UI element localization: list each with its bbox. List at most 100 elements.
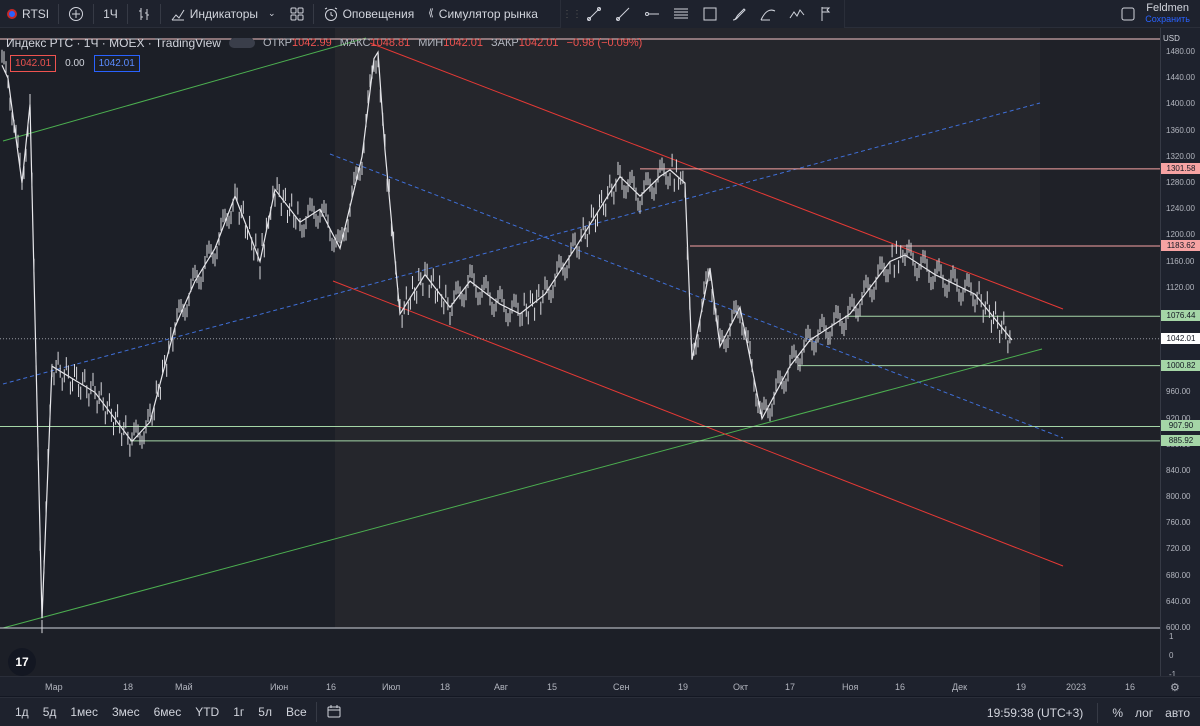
time-tick: 16 (326, 682, 337, 692)
value-box-red: 1042.01 (10, 55, 57, 72)
indicators-label: Индикаторы (189, 6, 259, 21)
horizontal-ray-tool-icon[interactable] (637, 0, 666, 28)
range-button[interactable]: 1д (15, 705, 29, 719)
user-name: Feldmen (1146, 2, 1190, 14)
rectangle-tool-icon[interactable] (695, 0, 724, 28)
layouts-button[interactable] (283, 0, 311, 28)
bottom-right: 19:59:38 (UTC+3) % лог авто (987, 698, 1200, 726)
price-tick: 640.00 (1166, 596, 1191, 606)
symbol-search[interactable]: RTSI (0, 0, 56, 28)
range-buttons: 1д 5д 1мес 3мес 6мес YTD 1г 5л Все (0, 705, 314, 719)
price-tick: 1480.00 (1166, 47, 1195, 57)
range-button[interactable]: YTD (195, 705, 220, 719)
alerts-label: Оповещения (342, 6, 415, 21)
user-area: Feldmen Сохранить (1121, 0, 1200, 28)
range-button[interactable]: 1г (233, 705, 245, 719)
price-tick: 600.00 (1166, 623, 1191, 632)
divider (1097, 702, 1099, 723)
price-level-tag[interactable]: 1076.44 (1161, 310, 1200, 322)
time-tick: 18 (123, 682, 134, 692)
price-level-tag[interactable]: 907.90 (1161, 420, 1200, 432)
bottom-bar: 1д 5д 1мес 3мес 6мес YTD 1г 5л Все 19:59:38 (UTC… (0, 697, 1200, 726)
price-level-tag[interactable]: 1301.58 (1161, 162, 1200, 174)
indicator-pane-tick: -1 (1169, 670, 1177, 679)
range-button[interactable]: 3мес (111, 705, 140, 719)
divider (93, 3, 95, 24)
price-tick: 1160.00 (1166, 256, 1195, 266)
interval-button[interactable]: 1Ч (103, 6, 118, 21)
auto-toggle[interactable]: авто (1165, 705, 1190, 720)
indicators-button[interactable]: Индикаторы ⌄ (163, 0, 283, 28)
legend-toggle-pill[interactable] (228, 38, 255, 48)
user-block[interactable]: Feldmen Сохранить (1145, 3, 1190, 25)
long-position-tool-icon[interactable] (811, 0, 840, 28)
pattern-tool-icon[interactable] (782, 0, 811, 28)
price-level-tag[interactable]: 1042.01 (1161, 332, 1200, 344)
price-tick: 1440.00 (1166, 73, 1195, 83)
log-toggle[interactable]: лог (1134, 705, 1154, 720)
checkbox-icon[interactable] (1121, 7, 1135, 21)
lower-green-line (2, 348, 1043, 629)
price-tick: 720.00 (1166, 544, 1191, 554)
value-box-plain: 0.00 (65, 58, 85, 69)
chart-canvas[interactable] (0, 28, 1160, 676)
chart-title: Индекс РТС · 1Ч · MOEX · TradingView (6, 36, 221, 50)
chart-area[interactable]: Индекс РТС · 1Ч · MOEX · TradingView ОТК… (0, 28, 1160, 676)
price-tick: 800.00 (1166, 492, 1191, 502)
compare-button[interactable] (61, 0, 91, 28)
divider (159, 3, 161, 24)
price-tick: 760.00 (1166, 518, 1191, 528)
drag-handle-icon[interactable]: ⋮⋮ (562, 8, 582, 20)
percent-toggle[interactable]: % (1112, 705, 1123, 720)
replay-label: Симулятор рынка (438, 6, 538, 21)
price-axis[interactable]: USD 1480.00 1440.00 1400.00 1360.00 1320.00 1… (1160, 28, 1200, 679)
price-tick: 680.00 (1166, 570, 1191, 580)
tradingview-logo[interactable]: 17 (8, 648, 36, 676)
range-button[interactable]: 5л (258, 705, 272, 719)
trend-line-tool-icon[interactable] (579, 0, 608, 28)
grid-icon (290, 7, 304, 20)
ohlc-high: МАКС1048.81 (339, 37, 411, 49)
time-tick: 17 (785, 682, 796, 692)
upper-red-line (369, 42, 1064, 310)
calendar-icon[interactable] (327, 704, 341, 721)
price-level-tag[interactable]: 1000.82 (1161, 359, 1200, 371)
alarm-clock-icon (324, 7, 337, 21)
price-tick: 840.00 (1166, 465, 1191, 475)
range-button[interactable]: 5д (42, 705, 57, 719)
curve-tool-icon[interactable] (753, 0, 782, 28)
clock[interactable]: 19:59:38 (UTC+3) (986, 705, 1084, 720)
symbol-logo-icon (7, 8, 17, 19)
range-button[interactable]: 1мес (70, 705, 98, 719)
time-tick: 18 (440, 682, 451, 692)
chart-type-button[interactable] (130, 0, 158, 28)
price-candles (1, 49, 1011, 634)
divider (58, 3, 60, 24)
indicator-values: 1042.01 0.00 1042.01 (10, 55, 140, 72)
range-button[interactable]: 6мес (153, 705, 182, 719)
range-button[interactable]: Все (285, 705, 307, 719)
time-tick: 16 (1125, 682, 1136, 692)
time-tick: 15 (547, 682, 558, 692)
symbol-label: RTSI (22, 6, 50, 21)
shaded-region (335, 28, 1040, 628)
price-tick: 1400.00 (1166, 99, 1195, 109)
gear-icon[interactable]: ⚙ (1170, 682, 1180, 694)
time-tick: Сен (613, 682, 630, 692)
alerts-button[interactable]: Оповещения (316, 0, 422, 28)
ray-tool-icon[interactable] (608, 0, 637, 28)
fib-retracement-tool-icon[interactable] (666, 0, 695, 28)
price-level-tag[interactable]: 885.92 (1161, 434, 1200, 446)
price-tick: 1320.00 (1166, 151, 1195, 161)
price-tick: 960.00 (1166, 387, 1191, 397)
bars-icon (138, 7, 149, 20)
save-link[interactable]: Сохранить (1145, 14, 1190, 24)
time-tick: Авг (494, 682, 509, 692)
chart-legend: Индекс РТС · 1Ч · MOEX · TradingView ОТК… (6, 36, 642, 50)
time-tick: Дек (952, 682, 968, 692)
time-axis[interactable]: ⚙ Мар 18 Май Июн 16 Июл 18 Авг 15 Сен 19 Окт 17 Ноя 16… (0, 676, 1200, 696)
replay-button[interactable]: ⟪ Симулятор рынка (421, 0, 545, 28)
currency-label[interactable]: USD (1163, 34, 1180, 43)
price-level-tag[interactable]: 1183.62 (1161, 240, 1200, 252)
brush-tool-icon[interactable] (724, 0, 753, 28)
